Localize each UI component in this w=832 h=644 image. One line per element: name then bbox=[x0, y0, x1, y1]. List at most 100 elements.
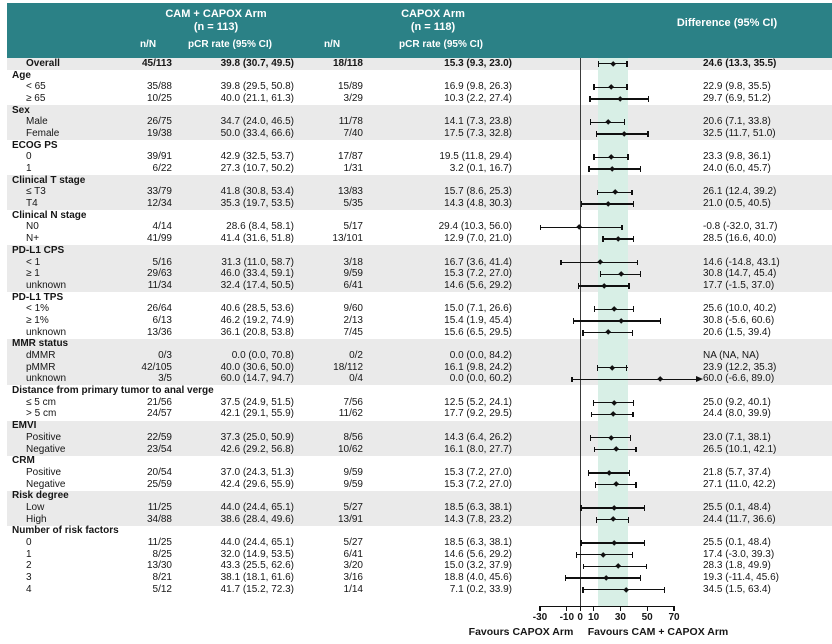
group-header-row: MMR status bbox=[7, 339, 832, 351]
ci-cap-left bbox=[572, 318, 574, 324]
table-row: ≥ 1% 6/13 46.2 (19.2, 74.9) 2/13 15.4 (1.9, … bbox=[7, 315, 832, 327]
subgroup-label: Clinical N stage bbox=[12, 209, 87, 221]
axis-tick bbox=[539, 606, 541, 611]
ci-plot-cell bbox=[520, 152, 696, 164]
ci-cap-left bbox=[582, 563, 584, 570]
axis-tick bbox=[646, 606, 648, 611]
ci-plot-cell bbox=[520, 280, 696, 292]
group-stripe bbox=[7, 58, 832, 70]
arm2-nN-value: 3/16 bbox=[343, 572, 363, 584]
arm1-nN-value: 42/105 bbox=[141, 361, 172, 373]
axis-tick-label: 50 bbox=[641, 612, 653, 623]
arm2-pcr-value: 17.7 (9.2, 29.5) bbox=[444, 408, 512, 420]
ci-plot-cell bbox=[520, 502, 696, 514]
subgroup-label: Distance from primary tumor to anal verg… bbox=[12, 385, 214, 397]
arm2-pcr-column-header: pCR rate (95% CI) bbox=[399, 39, 483, 50]
arm2-pcr-value: 12.9 (7.0, 21.0) bbox=[444, 233, 512, 245]
ci-cap-left bbox=[580, 201, 583, 207]
table-row: Negative 25/59 42.4 (29.6, 55.9) 9/59 15.3 (… bbox=[7, 479, 832, 491]
table-row: 1 8/25 32.0 (14.9, 53.5) 6/41 14.6 (5.6, 29.… bbox=[7, 549, 832, 561]
point-estimate-marker bbox=[618, 317, 625, 325]
group-header-row: Clinical T stage bbox=[7, 175, 832, 187]
point-estimate-marker bbox=[600, 282, 608, 290]
subgroup-label: N0 bbox=[26, 221, 39, 233]
arm1-pcr-value: 28.6 (8.4, 58.1) bbox=[226, 221, 294, 233]
subgroup-label: 1 bbox=[26, 548, 32, 560]
arm2-nN-value: 3/20 bbox=[343, 560, 363, 572]
ci-cap-left bbox=[588, 166, 590, 172]
arm1-pcr-value: 50.0 (33.4, 66.6) bbox=[220, 127, 294, 139]
subgroup-label: Positive bbox=[26, 466, 62, 478]
arm1-nN-value: 13/36 bbox=[146, 326, 172, 338]
arm2-nN-value: 2/13 bbox=[343, 314, 363, 326]
arm2-pcr-value: 15.3 (7.2, 27.0) bbox=[444, 466, 512, 478]
axis-tick-label: -30 bbox=[532, 612, 548, 623]
point-estimate-marker bbox=[615, 563, 622, 570]
arm2-nN-value: 9/59 bbox=[343, 466, 363, 478]
arm1-pcr-value: 44.0 (24.4, 65.1) bbox=[220, 501, 294, 513]
group-header-row: ECOG PS bbox=[7, 140, 832, 152]
subgroup-label: Positive bbox=[26, 431, 62, 443]
arm2-pcr-value: 3.2 (0.1, 16.7) bbox=[449, 163, 512, 175]
arm1-nN-value: 21/56 bbox=[146, 396, 172, 408]
arm2-nN-value: 13/83 bbox=[337, 186, 363, 198]
subgroup-label: Risk degree bbox=[12, 490, 69, 502]
ci-plot-cell bbox=[520, 292, 696, 304]
arm2-pcr-value: 15.7 (8.6, 25.3) bbox=[444, 186, 512, 198]
arm2-pcr-value: 18.5 (6.3, 38.1) bbox=[444, 501, 512, 513]
table-row: High 34/88 38.6 (28.4, 49.6) 13/91 14.3 (7.8… bbox=[7, 514, 832, 526]
ci-plot-cell bbox=[520, 81, 696, 93]
ci-cap-left bbox=[589, 96, 591, 102]
point-estimate-marker bbox=[615, 236, 622, 243]
difference-value: NA (NA, NA) bbox=[703, 350, 760, 362]
ci-cap-left bbox=[598, 60, 600, 67]
arm1-pcr-value: 0.0 (0.0, 70.8) bbox=[231, 350, 294, 362]
table-row: 4 5/12 41.7 (15.2, 72.3) 1/14 7.1 (0.2, 33.9… bbox=[7, 584, 832, 596]
difference-value: 17.7 (-1.5, 37.0) bbox=[703, 279, 775, 291]
group-header-row: PD-L1 TPS bbox=[7, 292, 832, 304]
ci-cap-right bbox=[627, 154, 629, 161]
arm2-pcr-value: 0.0 (0.0, 84.2) bbox=[449, 350, 512, 362]
arm1-nN-value: 45/113 bbox=[141, 57, 172, 69]
arm1-nN-value: 23/54 bbox=[146, 443, 172, 455]
difference-value: 27.1 (11.0, 42.2) bbox=[703, 478, 776, 490]
subgroup-label: Sex bbox=[12, 104, 30, 116]
arm1-pcr-value: 37.3 (25.0, 50.9) bbox=[220, 431, 294, 443]
row-stripes-layer bbox=[7, 58, 832, 596]
arm2-nN-value: 1/31 bbox=[343, 163, 363, 175]
difference-value: 19.3 (-11.4, 45.6) bbox=[703, 572, 779, 584]
ci-cap-right bbox=[633, 201, 635, 207]
subgroup-label: Negative bbox=[26, 443, 66, 455]
arm1-pcr-value: 35.3 (19.7, 53.5) bbox=[220, 198, 294, 210]
ci-plot-cell bbox=[520, 187, 696, 199]
ci-cap-left bbox=[593, 84, 595, 91]
ci-plot-cell bbox=[520, 116, 696, 128]
ci-cap-left bbox=[593, 306, 595, 313]
arm1-nN-value: 24/57 bbox=[146, 408, 172, 420]
arm1-pcr-value: 46.2 (19.2, 74.9) bbox=[220, 314, 294, 326]
table-row: Female 19/38 50.0 (33.4, 66.6) 7/40 17.5 (7.… bbox=[7, 128, 832, 140]
arm1-pcr-value: 37.5 (24.9, 51.5) bbox=[220, 396, 294, 408]
point-estimate-marker bbox=[612, 446, 619, 453]
difference-value: 23.0 (7.1, 38.1) bbox=[703, 431, 771, 443]
ci-plot-cell bbox=[520, 315, 696, 327]
arm2-nN-value: 8/56 bbox=[343, 431, 363, 443]
ci-cap-left bbox=[560, 259, 562, 266]
difference-value: 28.5 (16.6, 40.0) bbox=[703, 233, 777, 245]
ci-cap-right bbox=[632, 411, 634, 418]
axis-tick-label: 30 bbox=[614, 612, 626, 623]
point-estimate-marker bbox=[657, 376, 664, 383]
arm1-nN-value: 33/79 bbox=[146, 186, 172, 198]
ci-plot-cell bbox=[520, 514, 696, 526]
ci-plot-cell bbox=[520, 58, 696, 70]
table-row: Positive 20/54 37.0 (24.3, 51.3) 9/59 15.3 (… bbox=[7, 467, 832, 479]
subgroup-label: MMR status bbox=[12, 338, 69, 350]
point-estimate-marker bbox=[610, 60, 617, 67]
subgroup-label: ECOG PS bbox=[12, 139, 58, 151]
ci-line bbox=[572, 320, 662, 322]
arm2-pcr-value: 10.3 (2.2, 27.4) bbox=[444, 92, 512, 104]
x-axis-line bbox=[540, 606, 674, 608]
difference-value: -0.8 (-32.0, 31.7) bbox=[703, 221, 778, 233]
arm1-nN-value: 25/59 bbox=[146, 478, 172, 490]
ci-cap-right bbox=[635, 481, 637, 488]
